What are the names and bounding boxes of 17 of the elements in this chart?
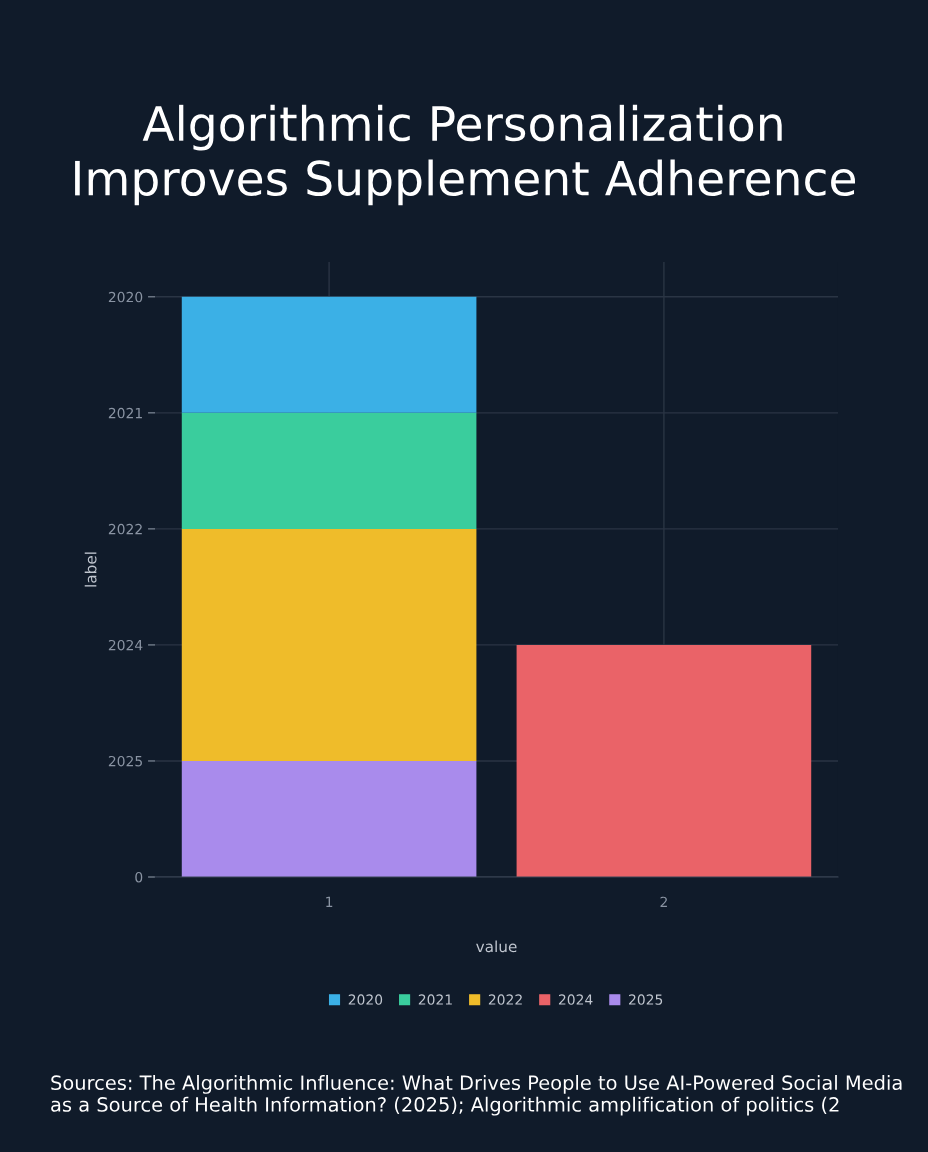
- legend-label: 2021: [418, 994, 452, 1005]
- text: 2025: [108, 755, 142, 767]
- legend-label: 2024: [558, 994, 593, 1005]
- x-tick-label: 2: [660, 896, 667, 907]
- text: 2020: [108, 291, 143, 303]
- legend-label: 2022: [488, 994, 522, 1005]
- y-axis-title: label: [84, 552, 97, 587]
- text: 2024: [108, 639, 143, 651]
- x-axis-title: value: [476, 940, 517, 953]
- text: 2022: [108, 523, 142, 535]
- chart-title: Algorithmic Personalization Improves Supplement Adherence: [75, 104, 856, 206]
- text: 2021: [108, 407, 142, 419]
- source-note: Sources: The Algorithmic Influence: What Drives People to Use AI-Powered Social Media as a Source of Health Information? (2025); Algorithmic amplification of politics (2: [51, 1075, 902, 1116]
- x-tick-label: 1: [326, 896, 333, 907]
- legend-label: 2020: [348, 994, 383, 1005]
- text: 0: [135, 871, 143, 883]
- legend-label: 2025: [629, 994, 663, 1005]
